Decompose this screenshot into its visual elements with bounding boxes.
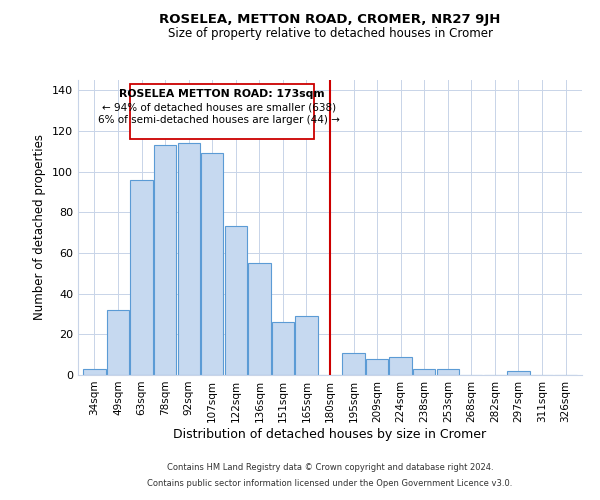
Bar [507, 371, 530, 375]
Bar [130, 180, 153, 375]
Bar [343, 352, 365, 375]
Bar [83, 369, 106, 375]
Text: Contains public sector information licensed under the Open Government Licence v3: Contains public sector information licen… [148, 478, 512, 488]
Text: ← 94% of detached houses are smaller (638): ← 94% of detached houses are smaller (63… [102, 102, 337, 113]
Bar [178, 143, 200, 375]
Bar [366, 358, 388, 375]
Bar [437, 369, 459, 375]
Text: Size of property relative to detached houses in Cromer: Size of property relative to detached ho… [167, 28, 493, 40]
Bar [389, 356, 412, 375]
Text: Contains HM Land Registry data © Crown copyright and database right 2024.: Contains HM Land Registry data © Crown c… [167, 464, 493, 472]
Bar [201, 153, 223, 375]
FancyBboxPatch shape [130, 84, 314, 139]
Text: ROSELEA METTON ROAD: 173sqm: ROSELEA METTON ROAD: 173sqm [119, 89, 325, 99]
Bar [413, 369, 436, 375]
Bar [248, 263, 271, 375]
Bar [272, 322, 294, 375]
Text: ROSELEA, METTON ROAD, CROMER, NR27 9JH: ROSELEA, METTON ROAD, CROMER, NR27 9JH [160, 12, 500, 26]
X-axis label: Distribution of detached houses by size in Cromer: Distribution of detached houses by size … [173, 428, 487, 440]
Bar [224, 226, 247, 375]
Y-axis label: Number of detached properties: Number of detached properties [34, 134, 46, 320]
Bar [154, 145, 176, 375]
Bar [295, 316, 317, 375]
Bar [107, 310, 129, 375]
Text: 6% of semi-detached houses are larger (44) →: 6% of semi-detached houses are larger (4… [98, 114, 340, 124]
